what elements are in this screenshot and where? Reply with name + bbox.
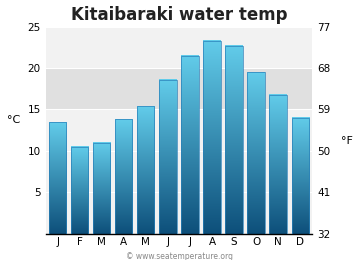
Bar <box>93 143 111 234</box>
Bar <box>49 122 66 234</box>
Bar <box>115 119 132 234</box>
Y-axis label: °F: °F <box>341 135 353 146</box>
Bar <box>181 56 199 234</box>
Bar <box>137 106 154 234</box>
Y-axis label: °C: °C <box>7 115 20 125</box>
Bar <box>225 46 243 234</box>
Bar <box>292 118 309 234</box>
Bar <box>270 95 287 234</box>
Text: © www.seatemperature.org: © www.seatemperature.org <box>126 252 234 260</box>
Bar <box>159 80 176 234</box>
Bar <box>247 72 265 234</box>
Bar <box>46 68 312 109</box>
Title: Kitaibaraki water temp: Kitaibaraki water temp <box>71 5 287 24</box>
Bar <box>71 147 89 234</box>
Bar <box>203 41 221 234</box>
